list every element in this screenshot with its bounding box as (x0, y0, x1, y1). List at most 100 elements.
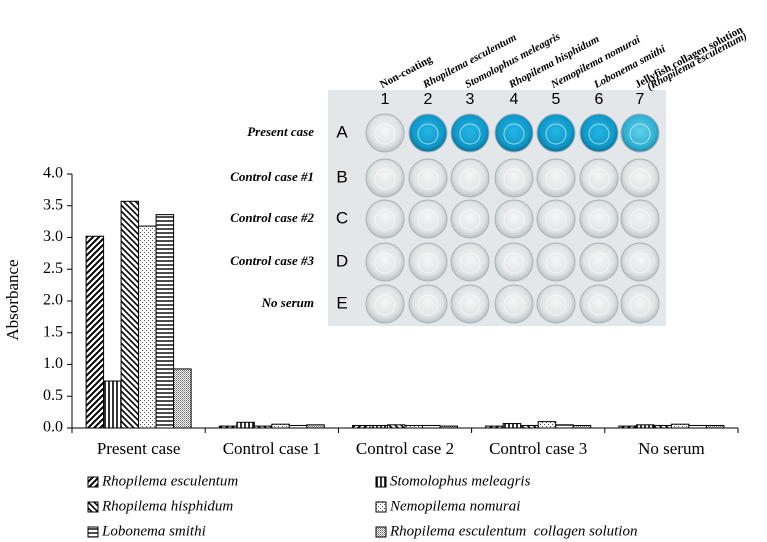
bar (218, 425, 238, 429)
x-tick-label: Control case 3 (489, 439, 587, 458)
plate-well (450, 284, 490, 324)
plate-well-inner (503, 123, 525, 145)
bar (352, 424, 371, 429)
x-tick-label: Control case 2 (356, 439, 454, 458)
bar (502, 423, 522, 429)
bar (555, 424, 574, 429)
legend-swatch (87, 526, 99, 538)
bar (271, 423, 290, 429)
plate-well (365, 158, 405, 198)
plate-well-inner (503, 252, 525, 274)
bar (635, 424, 655, 429)
plate-well-inner (417, 252, 439, 274)
plate-well-inner (374, 209, 396, 231)
legend-swatch (87, 501, 99, 513)
plate-well (408, 199, 448, 239)
plate-well-inner (545, 123, 567, 145)
plate-well-inner (629, 168, 651, 190)
bar (155, 214, 175, 429)
bar (288, 424, 308, 429)
plate-column-number: 7 (636, 91, 645, 108)
legend-swatch (375, 526, 387, 538)
plate-well (408, 242, 448, 282)
plate-well (365, 113, 405, 153)
plate-well (494, 242, 534, 282)
plate-row-letter: A (336, 122, 348, 141)
plate-well-inner (459, 209, 481, 231)
plate-well-inner (545, 168, 567, 190)
y-tick-label: 0.5 (43, 387, 63, 404)
plate-well-inner (459, 123, 481, 145)
legend-swatch (375, 476, 387, 488)
plate-well-inner (459, 294, 481, 316)
plate-well (494, 199, 534, 239)
plate-well (579, 199, 619, 239)
bar (670, 423, 690, 429)
plate-well-inner (588, 294, 610, 316)
plate-well (536, 284, 576, 324)
y-tick-label: 2.5 (43, 260, 63, 277)
plate-well (579, 158, 619, 198)
plate-column-number: 1 (381, 91, 390, 108)
plate-well-inner (588, 168, 610, 190)
plate-well (408, 284, 448, 324)
plate-well (408, 113, 448, 153)
plate-well-inner (374, 168, 396, 190)
plate-well-inner (588, 252, 610, 274)
plate-well (579, 242, 619, 282)
y-tick-label: 2.0 (43, 292, 63, 309)
plate-row-label: Control case #1 (230, 169, 314, 184)
bar (688, 424, 707, 429)
plate-row-label: Control case #2 (230, 210, 314, 225)
plate-well-inner (545, 209, 567, 231)
y-tick-label: 0.0 (43, 419, 63, 436)
plate-well (494, 113, 534, 153)
legend-label: Rhopilema hisphidum (101, 498, 233, 514)
plate-well (536, 158, 576, 198)
plate-row-letter: B (336, 167, 347, 186)
legend-label: Lobonema smithi (101, 523, 206, 539)
plate-row-label: Control case #3 (230, 253, 314, 268)
plate-row-letter: C (336, 208, 348, 227)
plate-well-inner (417, 168, 439, 190)
plate-well-inner (629, 123, 651, 145)
y-tick-label: 1.5 (43, 323, 63, 340)
bar (422, 424, 441, 429)
plate-column-number: 5 (552, 91, 561, 108)
x-tick-label: Present case (97, 439, 181, 458)
plate-column-number: 6 (595, 91, 604, 108)
bar (705, 424, 725, 429)
plate-well (365, 242, 405, 282)
y-tick-label: 3.5 (43, 196, 63, 213)
plate-well-inner (588, 123, 610, 145)
plate-well-inner (503, 209, 525, 231)
bar (369, 424, 388, 429)
plate-well (365, 284, 405, 324)
plate-well (579, 113, 619, 153)
plate-well-inner (545, 252, 567, 274)
bar (537, 421, 557, 429)
plate-well-inner (417, 123, 439, 145)
plate-well (620, 242, 660, 282)
plate-well (494, 158, 534, 198)
plate-well-inner (629, 252, 651, 274)
plate-well-inner (374, 123, 396, 145)
bar (253, 425, 273, 429)
plate-well (620, 284, 660, 324)
plate-well-inner (374, 294, 396, 316)
x-tick-label: No serum (638, 439, 705, 458)
plate-well-inner (545, 294, 567, 316)
plate-row-label: No serum (261, 295, 314, 310)
plate-well (494, 284, 534, 324)
plate-well (450, 158, 490, 198)
plate-column-number: 2 (424, 91, 433, 108)
plate-well-inner (503, 294, 525, 316)
plate-column-number: 4 (510, 91, 519, 108)
plate-well (620, 199, 660, 239)
legend-label: Stomolophus meleagris (390, 473, 531, 489)
bar (439, 425, 458, 429)
plate-well (620, 158, 660, 198)
bar (653, 424, 672, 429)
